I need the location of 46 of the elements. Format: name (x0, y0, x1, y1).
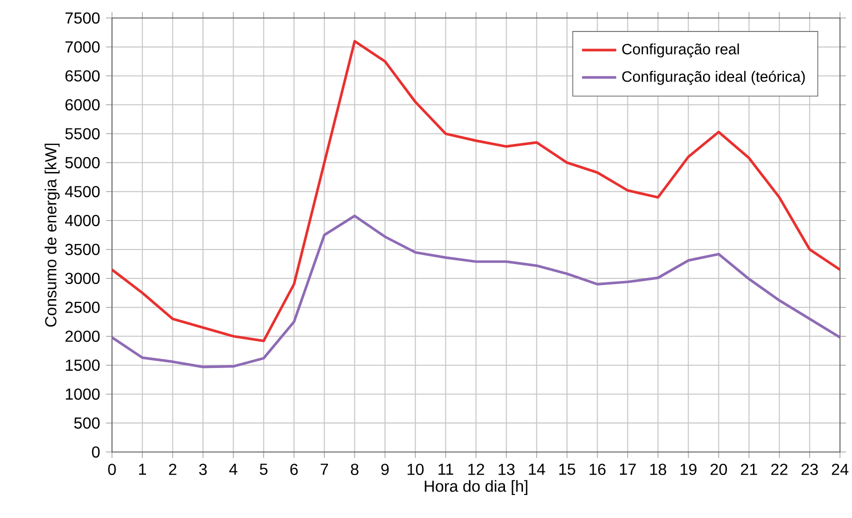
x-tick-label: 5 (260, 464, 268, 475)
x-tick-label: 14 (528, 464, 546, 475)
y-tick-label: 5000 (65, 157, 100, 168)
y-tick-label: 6500 (65, 70, 100, 82)
y-tick-label: 2000 (65, 330, 100, 342)
x-axis-title: Hora do dia [h] (424, 480, 528, 496)
x-tick-label: 1 (139, 464, 146, 475)
y-tick-label: 3000 (65, 272, 100, 284)
x-tick-label: 11 (438, 464, 454, 475)
x-tick-label: 24 (832, 464, 848, 475)
y-tick-label: 4500 (65, 186, 100, 198)
y-tick-label: 2500 (65, 302, 100, 313)
y-tick-label: 4000 (65, 214, 100, 226)
x-tick-label: 7 (320, 464, 328, 475)
x-tick-label: 19 (680, 464, 696, 476)
y-tick-label: 5500 (65, 128, 100, 140)
y-axis-title: Consumo de energia [kW] (44, 144, 60, 327)
x-tick-label: 23 (802, 464, 818, 476)
y-tick-label: 3500 (65, 244, 100, 256)
x-tick-label: 15 (559, 464, 576, 475)
x-tick-label: 12 (468, 464, 484, 475)
x-tick-label: 13 (498, 464, 515, 476)
x-tick-label: 0 (108, 464, 116, 476)
y-tick-label: 1000 (66, 388, 100, 400)
x-tick-label: 2 (169, 464, 176, 475)
x-tick-label: 17 (620, 464, 636, 475)
x-tick-label: 4 (229, 464, 238, 475)
x-tick-label: 22 (771, 464, 788, 475)
x-tick-label: 3 (199, 464, 207, 476)
x-tick-label: 16 (590, 464, 606, 476)
x-tick-label: 9 (381, 464, 389, 476)
y-tick-label: 7500 (65, 12, 100, 24)
y-tick-label: 1500 (66, 360, 100, 371)
legend-label: Configuração ideal (teórica) (622, 70, 805, 85)
legend-label: Configuração real (622, 43, 739, 58)
x-tick-label: 18 (650, 464, 666, 476)
x-tick-label: 10 (408, 464, 424, 476)
y-tick-label: 6000 (65, 99, 100, 110)
x-tick-label: 8 (350, 464, 358, 476)
line-series (112, 214, 840, 368)
x-tick-label: 6 (290, 464, 298, 476)
y-tick-label: 500 (74, 417, 100, 429)
x-tick-label: 20 (710, 464, 727, 476)
x-tick-label: 21 (740, 464, 758, 475)
y-tick-label: 0 (92, 446, 100, 458)
y-tick-label: 7000 (65, 41, 100, 53)
